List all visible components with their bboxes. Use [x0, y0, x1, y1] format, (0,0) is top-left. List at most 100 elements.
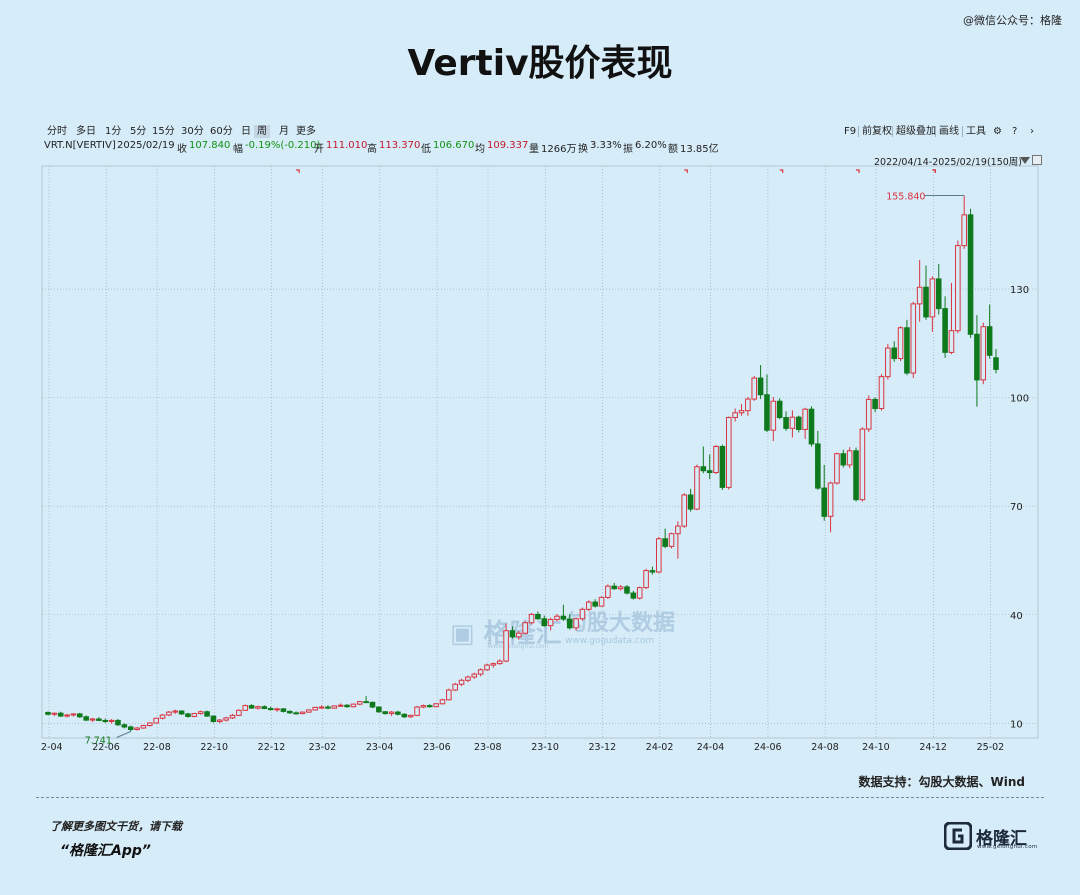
period-tab-9[interactable]: 月 — [279, 126, 289, 137]
candle-body[interactable] — [885, 347, 891, 378]
candle-body[interactable] — [286, 710, 293, 714]
candle-body[interactable] — [127, 726, 134, 730]
candle-body[interactable] — [757, 377, 764, 396]
candle-body[interactable] — [299, 711, 306, 715]
candle-body[interactable] — [382, 711, 388, 715]
candle-body[interactable] — [337, 704, 344, 707]
candle-body[interactable] — [191, 713, 198, 717]
candle-body[interactable] — [51, 712, 58, 715]
period-tab-10[interactable]: 更多 — [296, 126, 316, 137]
candle-body[interactable] — [878, 376, 885, 409]
candle-body[interactable] — [891, 347, 897, 360]
candle-body[interactable] — [923, 286, 929, 318]
candle-body[interactable] — [439, 699, 446, 705]
candle-body[interactable] — [961, 214, 967, 247]
candle-body[interactable] — [204, 711, 210, 717]
candle-body[interactable] — [935, 278, 942, 310]
candle-body[interactable] — [236, 709, 242, 716]
candle-body[interactable] — [834, 453, 840, 484]
candle-body[interactable] — [64, 714, 70, 717]
dropdown-triangle-icon[interactable] — [1020, 157, 1030, 164]
help-icon[interactable]: ? — [1012, 126, 1018, 137]
candle-body[interactable] — [535, 613, 541, 620]
candle-body[interactable] — [484, 664, 490, 671]
candle-body[interactable] — [694, 466, 700, 510]
tool-button-3[interactable]: 画线 — [939, 126, 959, 137]
period-tab-5[interactable]: 30分 — [181, 126, 204, 137]
candle-body[interactable] — [509, 630, 516, 638]
candle-body[interactable] — [611, 585, 618, 590]
candle-body[interactable] — [986, 326, 993, 356]
candle-body[interactable] — [980, 326, 987, 381]
tool-button-4[interactable]: 工具 — [966, 126, 986, 137]
candle-body[interactable] — [70, 713, 77, 716]
candle-body[interactable] — [865, 398, 872, 430]
candle-body[interactable] — [331, 705, 338, 709]
candle-body[interactable] — [401, 713, 408, 718]
candle-body[interactable] — [255, 706, 261, 709]
candle-body[interactable] — [586, 601, 592, 610]
candle-body[interactable] — [267, 707, 274, 711]
candle-body[interactable] — [649, 570, 656, 573]
candle-body[interactable] — [312, 706, 319, 711]
candle-body[interactable] — [897, 327, 904, 360]
candle-body[interactable] — [522, 622, 528, 634]
candle-body[interactable] — [490, 663, 497, 666]
candle-body[interactable] — [496, 660, 503, 665]
candle-body[interactable] — [465, 676, 471, 681]
candle-body[interactable] — [687, 494, 694, 510]
candle-body[interactable] — [274, 708, 280, 711]
candle-body[interactable] — [942, 308, 948, 353]
candle-body[interactable] — [821, 487, 828, 517]
tool-button-2[interactable]: 超级叠加 — [896, 126, 936, 137]
candle-body[interactable] — [725, 417, 732, 488]
candle-body[interactable] — [363, 701, 369, 704]
candle-body[interactable] — [134, 727, 140, 730]
candle-body[interactable] — [967, 214, 974, 335]
candlestick-chart[interactable]: 10 40 70 100 130 22-04 22-06 22-08 22-10 22-12 23-… — [40, 120, 1042, 792]
candle-body[interactable] — [223, 717, 229, 721]
candle-body[interactable] — [325, 706, 331, 709]
candle-body[interactable] — [706, 470, 713, 474]
candle-body[interactable] — [630, 592, 637, 599]
candle-body[interactable] — [598, 596, 605, 607]
candle-body[interactable] — [166, 711, 172, 716]
candle-body[interactable] — [738, 410, 745, 414]
period-tab-6[interactable]: 60分 — [210, 126, 233, 137]
candle-body[interactable] — [795, 416, 802, 430]
candle-body[interactable] — [624, 586, 630, 594]
candle-body[interactable] — [573, 618, 579, 629]
candle-body[interactable] — [560, 615, 567, 620]
candle-body[interactable] — [853, 450, 859, 501]
candle-body[interactable] — [662, 538, 668, 547]
candle-body[interactable] — [344, 704, 350, 708]
candle-body[interactable] — [846, 450, 853, 466]
candle-body[interactable] — [713, 445, 719, 474]
candle-body[interactable] — [369, 701, 376, 708]
candle-body[interactable] — [248, 705, 255, 709]
candle-body[interactable] — [426, 705, 433, 708]
gear-icon[interactable]: ⚙ — [993, 126, 1002, 137]
candle-body[interactable] — [827, 482, 834, 517]
candle-body[interactable] — [516, 632, 522, 638]
candle-body[interactable] — [592, 601, 598, 607]
candle-body[interactable] — [789, 416, 796, 429]
candle-body[interactable] — [993, 357, 999, 370]
candle-body[interactable] — [57, 712, 64, 717]
candle-body[interactable] — [745, 398, 751, 412]
candle-body[interactable] — [229, 714, 236, 719]
candle-body[interactable] — [452, 683, 458, 691]
candle-body[interactable] — [948, 330, 955, 353]
candle-body[interactable] — [102, 719, 109, 723]
period-tab-8[interactable]: 周 — [254, 125, 270, 138]
period-tab-7[interactable]: 日 — [241, 126, 251, 137]
candle-body[interactable] — [140, 725, 147, 729]
candle-body[interactable] — [216, 719, 223, 723]
candle-body[interactable] — [153, 717, 159, 724]
candle-body[interactable] — [446, 689, 452, 701]
candle-body[interactable] — [350, 703, 357, 708]
period-tab-3[interactable]: 5分 — [130, 126, 147, 137]
candle-body[interactable] — [732, 412, 738, 419]
candle-body[interactable] — [566, 618, 573, 629]
candle-body[interactable] — [643, 570, 649, 589]
